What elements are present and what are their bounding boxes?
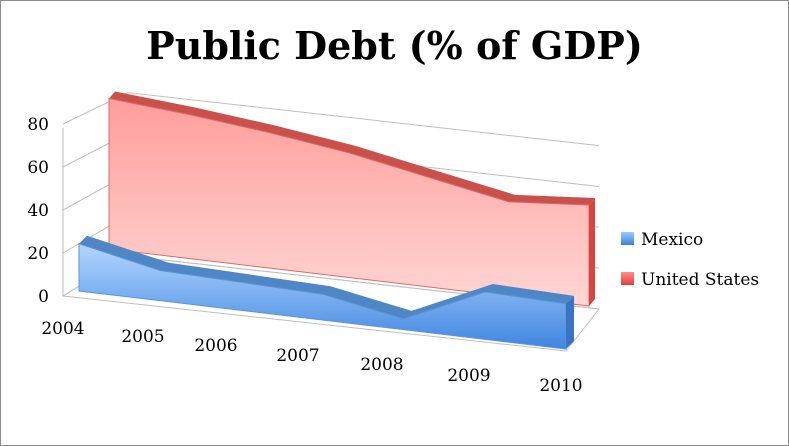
series-mexico (78, 235, 574, 350)
x-tick-label: 2010 (539, 376, 582, 396)
y-tick-label: 60 (27, 158, 49, 178)
x-tick-label: 2006 (194, 336, 237, 356)
legend-swatch (621, 232, 634, 245)
x-axis-ticks: 2004 2005 2006 2007 2008 2009 2010 (41, 319, 582, 396)
floor-front-edge (62, 295, 567, 352)
series-united-states (108, 91, 595, 307)
us-top-ribbon (109, 91, 595, 205)
floor-right-edge (565, 308, 600, 352)
legend: Mexico United States (621, 230, 759, 290)
legend-label: United States (641, 270, 759, 290)
chart-title: Public Debt (% of GDP) (146, 23, 643, 68)
legend-label: Mexico (641, 230, 703, 250)
y-tick-label: 20 (27, 244, 49, 264)
x-tick-label: 2008 (360, 355, 403, 375)
x-tick-label: 2005 (121, 327, 164, 347)
x-tick-label: 2004 (41, 319, 84, 339)
mexico-right-side (566, 295, 574, 349)
legend-swatch (621, 272, 634, 285)
y-tick-label: 40 (27, 201, 49, 221)
us-right-side (589, 197, 595, 306)
y-tick-label: 0 (38, 287, 49, 307)
x-tick-label: 2009 (447, 366, 490, 386)
y-tick-label: 80 (27, 115, 49, 135)
x-tick-label: 2007 (276, 346, 319, 366)
gridline (62, 92, 600, 147)
y-axis-ticks: 0 20 40 60 80 (27, 115, 49, 307)
